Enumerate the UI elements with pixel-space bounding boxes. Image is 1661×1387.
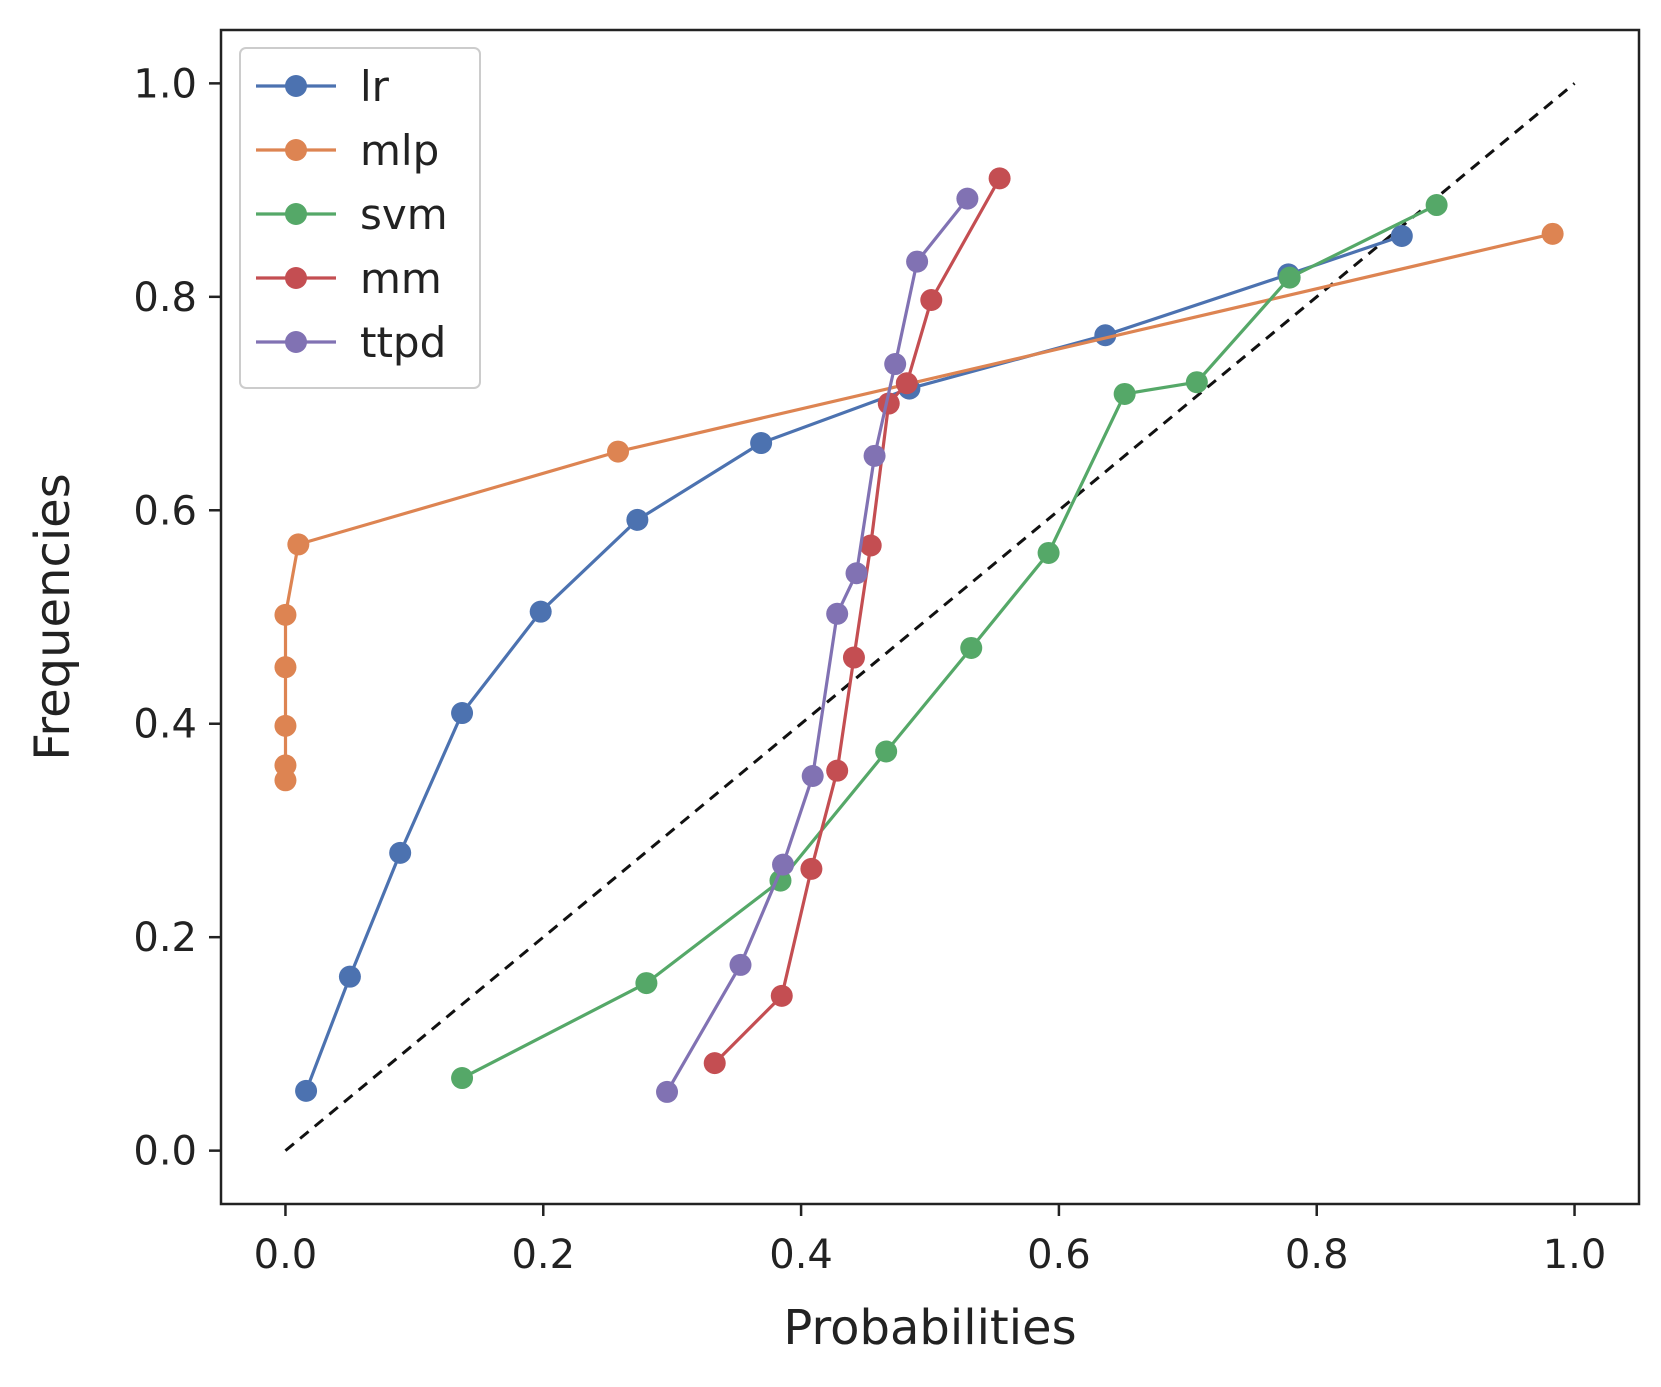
legend: lr mlp svm mm ttpd bbox=[239, 47, 481, 389]
data-point-ttpd bbox=[845, 562, 868, 585]
x-axis-label: Probabilities bbox=[783, 1300, 1076, 1356]
data-point-lr bbox=[338, 965, 361, 988]
data-point-mm bbox=[800, 857, 823, 880]
data-point-ttpd bbox=[656, 1080, 679, 1103]
data-point-svm bbox=[1113, 382, 1136, 405]
legend-label: mm bbox=[360, 254, 442, 303]
series-layer bbox=[274, 167, 1564, 1103]
data-point-mlp bbox=[274, 656, 297, 679]
legend-item-mm: mm bbox=[256, 254, 442, 303]
data-point-mm bbox=[988, 167, 1011, 190]
data-point-ttpd bbox=[729, 953, 752, 976]
data-point-lr bbox=[1390, 224, 1413, 247]
legend-label: ttpd bbox=[360, 318, 446, 367]
x-axis: 0.0 0.2 0.4 0.6 0.8 1.0 bbox=[254, 1204, 1607, 1278]
data-point-lr bbox=[389, 841, 412, 864]
data-point-mm bbox=[877, 392, 900, 415]
legend-label: svm bbox=[360, 190, 448, 239]
data-point-svm bbox=[1278, 266, 1301, 289]
series-mlp bbox=[274, 222, 1564, 792]
data-point-mlp bbox=[1541, 222, 1564, 245]
data-point-mlp bbox=[607, 440, 630, 463]
data-point-mlp bbox=[274, 603, 297, 626]
data-point-mlp bbox=[287, 533, 310, 556]
legend-label: mlp bbox=[360, 126, 439, 175]
data-point-ttpd bbox=[826, 602, 849, 625]
data-point-mm bbox=[842, 646, 865, 669]
legend-swatch-marker bbox=[285, 203, 307, 225]
data-point-svm bbox=[451, 1067, 474, 1090]
y-tick-label: 0.2 bbox=[133, 915, 197, 961]
reference-layer bbox=[284, 82, 1576, 1152]
legend-swatch-marker bbox=[285, 139, 307, 161]
data-point-svm bbox=[1425, 194, 1448, 217]
y-tick-label: 0.6 bbox=[133, 488, 197, 534]
plot-frame bbox=[219, 28, 1641, 1206]
legend-item-mlp: mlp bbox=[256, 126, 439, 175]
series-line-mm bbox=[713, 177, 1001, 1065]
data-point-lr bbox=[451, 702, 474, 725]
series-mm bbox=[703, 167, 1011, 1075]
data-point-mm bbox=[920, 289, 943, 312]
legend-item-svm: svm bbox=[256, 190, 448, 239]
data-point-ttpd bbox=[772, 853, 795, 876]
legend-swatch-marker bbox=[285, 267, 307, 289]
legend-swatch-marker bbox=[285, 331, 307, 353]
data-point-svm bbox=[635, 972, 658, 995]
data-point-svm bbox=[960, 636, 983, 659]
data-point-mm bbox=[895, 372, 918, 395]
data-point-mm bbox=[770, 984, 793, 1007]
series-ttpd bbox=[656, 187, 979, 1103]
data-point-lr bbox=[295, 1079, 318, 1102]
legend-item-ttpd: ttpd bbox=[256, 318, 446, 367]
y-axis: 0.0 0.2 0.4 0.6 0.8 1.0 bbox=[133, 61, 221, 1175]
legend-item-lr: lr bbox=[256, 62, 390, 111]
x-tick-label: 0.4 bbox=[769, 1232, 833, 1278]
reference-diagonal-line bbox=[284, 82, 1576, 1152]
data-point-svm bbox=[1185, 371, 1208, 394]
data-point-mlp bbox=[274, 754, 297, 777]
data-point-ttpd bbox=[801, 765, 824, 788]
x-tick-label: 0.6 bbox=[1027, 1232, 1091, 1278]
series-svm bbox=[451, 194, 1448, 1090]
data-point-mm bbox=[859, 534, 882, 557]
series-line-svm bbox=[461, 203, 1438, 1080]
legend-label: lr bbox=[360, 62, 390, 111]
data-point-ttpd bbox=[863, 444, 886, 467]
x-tick-label: 1.0 bbox=[1543, 1232, 1607, 1278]
data-point-lr bbox=[529, 600, 552, 623]
data-point-ttpd bbox=[906, 250, 929, 273]
x-tick-label: 0.0 bbox=[254, 1232, 318, 1278]
y-tick-label: 1.0 bbox=[133, 61, 197, 107]
data-point-svm bbox=[1037, 541, 1060, 564]
y-tick-label: 0.4 bbox=[133, 702, 197, 748]
y-tick-label: 0.0 bbox=[133, 1129, 197, 1175]
data-point-svm bbox=[875, 740, 898, 763]
data-point-lr bbox=[626, 508, 649, 531]
series-line-ttpd bbox=[665, 197, 969, 1093]
series-lr bbox=[295, 224, 1413, 1102]
data-point-mm bbox=[703, 1052, 726, 1075]
data-point-mlp bbox=[274, 714, 297, 737]
data-point-ttpd bbox=[884, 353, 907, 376]
data-point-mm bbox=[826, 759, 849, 782]
x-tick-label: 0.2 bbox=[511, 1232, 575, 1278]
legend-swatch-marker bbox=[285, 75, 307, 97]
x-tick-label: 0.8 bbox=[1285, 1232, 1349, 1278]
data-point-lr bbox=[750, 432, 773, 455]
legend-box bbox=[239, 47, 481, 389]
data-point-ttpd bbox=[956, 187, 979, 210]
y-axis-label: Frequencies bbox=[25, 473, 81, 760]
y-tick-label: 0.8 bbox=[133, 275, 197, 321]
